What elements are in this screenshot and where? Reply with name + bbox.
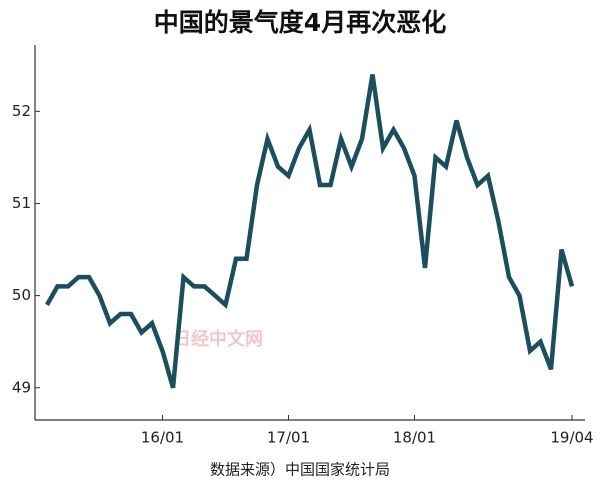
x-tick-label: 17/01 [267,429,310,447]
watermark: 日经中文网 [173,328,263,350]
source: 数据来源）中国国家统计局 [210,461,390,479]
y-tick-label: 50 [12,286,31,304]
line-series [45,74,575,389]
x-tick-label: 18/01 [393,429,436,447]
x-tick-label: 19/04 [550,429,593,447]
y-tick-label: 52 [12,102,31,120]
y-tick-label: 51 [12,194,31,212]
x-tick-label: 16/01 [141,429,184,447]
chart-title: 中国的景气度4月再次恶化 [154,8,446,37]
y-tick-label: 49 [12,378,31,396]
